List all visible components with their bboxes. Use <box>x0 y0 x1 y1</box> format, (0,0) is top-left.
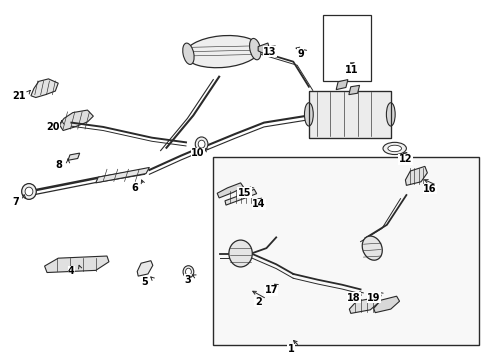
Bar <box>323 15 370 81</box>
Ellipse shape <box>382 142 406 154</box>
Text: 13: 13 <box>263 46 276 57</box>
Ellipse shape <box>198 140 204 148</box>
Text: 7: 7 <box>12 197 19 207</box>
Polygon shape <box>308 91 390 138</box>
Text: 1: 1 <box>287 344 294 354</box>
Polygon shape <box>348 85 359 95</box>
Polygon shape <box>258 43 269 54</box>
Ellipse shape <box>184 36 260 68</box>
Ellipse shape <box>228 240 252 267</box>
Polygon shape <box>59 110 93 131</box>
Text: 12: 12 <box>398 154 411 164</box>
Text: 5: 5 <box>141 277 147 287</box>
Text: 2: 2 <box>254 297 261 307</box>
Text: 15: 15 <box>237 188 251 198</box>
Ellipse shape <box>195 137 207 151</box>
Ellipse shape <box>362 236 382 260</box>
Ellipse shape <box>387 145 401 152</box>
Text: 4: 4 <box>68 266 75 276</box>
Polygon shape <box>31 79 58 98</box>
Polygon shape <box>44 256 109 273</box>
Text: 9: 9 <box>297 49 304 59</box>
Ellipse shape <box>386 103 394 126</box>
Text: 3: 3 <box>183 275 190 285</box>
Polygon shape <box>217 183 243 198</box>
Text: 21: 21 <box>13 91 26 101</box>
Polygon shape <box>224 189 256 205</box>
Text: 14: 14 <box>252 199 265 210</box>
Polygon shape <box>405 166 427 185</box>
Polygon shape <box>96 167 149 183</box>
Text: 6: 6 <box>131 183 138 193</box>
Ellipse shape <box>249 39 261 60</box>
Text: 16: 16 <box>422 184 436 194</box>
Text: 17: 17 <box>264 285 278 296</box>
Polygon shape <box>68 153 80 160</box>
Ellipse shape <box>21 184 36 199</box>
Ellipse shape <box>25 187 33 196</box>
Bar <box>212 157 478 345</box>
Polygon shape <box>335 80 347 90</box>
Bar <box>308 91 390 138</box>
Text: 8: 8 <box>56 160 62 170</box>
Polygon shape <box>373 296 399 313</box>
Text: 20: 20 <box>46 122 60 132</box>
Text: 11: 11 <box>345 64 358 75</box>
Ellipse shape <box>183 266 193 278</box>
Ellipse shape <box>185 268 191 275</box>
Ellipse shape <box>304 103 313 126</box>
Text: 18: 18 <box>346 293 360 303</box>
Polygon shape <box>348 298 378 314</box>
Polygon shape <box>137 261 153 276</box>
Text: 19: 19 <box>366 293 380 303</box>
Text: 10: 10 <box>191 148 204 158</box>
Ellipse shape <box>183 43 194 64</box>
